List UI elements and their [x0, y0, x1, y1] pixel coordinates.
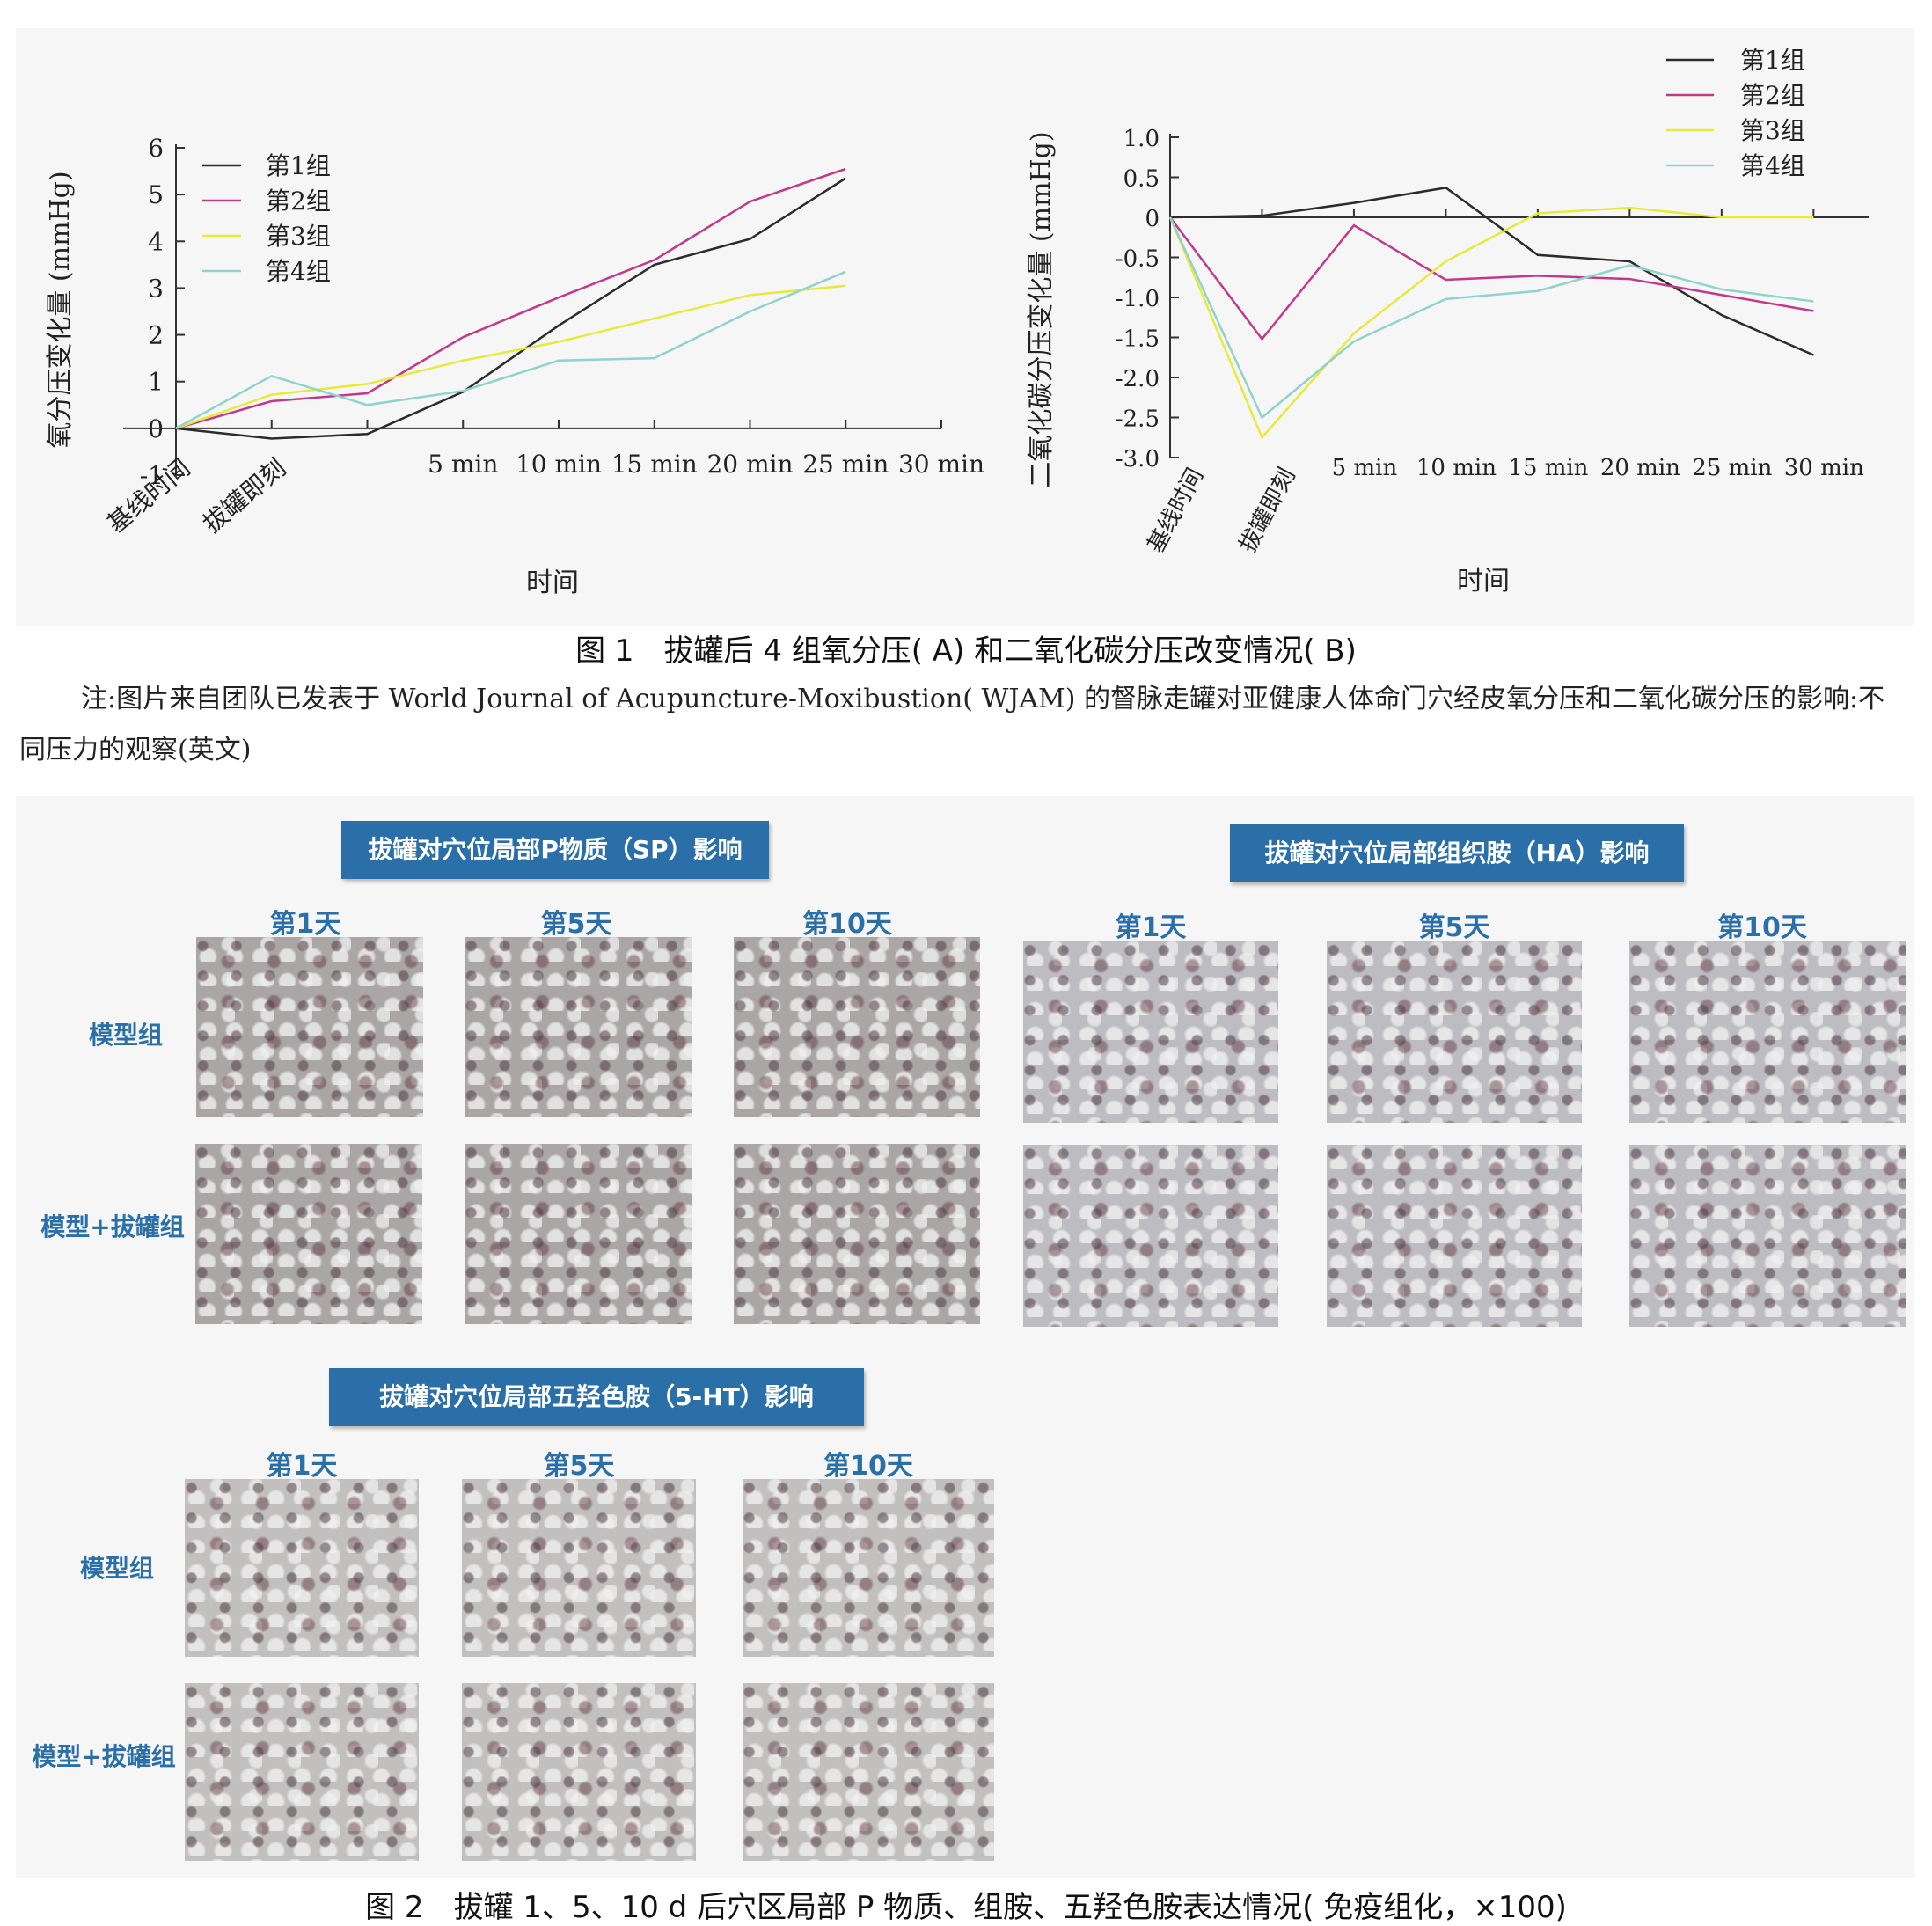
- chart-a-ytick-label: 3: [148, 274, 164, 303]
- chart-a-ytick-label: -1: [140, 461, 164, 490]
- chart-a-ytick-label: 4: [148, 227, 164, 256]
- ht-col-day1: 第1天: [266, 1451, 338, 1482]
- chart-b-xlabel: 时间: [1457, 566, 1510, 597]
- sp-row-model: 模型组: [88, 1021, 163, 1050]
- sp-cupping-day10-image: [734, 1144, 980, 1324]
- chart-b-ytick-label: -1.5: [1116, 326, 1160, 353]
- chart-b-series-3-line: [1168, 206, 1814, 440]
- ha-cupping-day1-image: [1023, 1145, 1278, 1327]
- chart-b-xtick-label: 20 min: [1600, 455, 1680, 481]
- chart-a-xlabel: 时间: [526, 568, 579, 598]
- ht-model-day5-image: [462, 1479, 696, 1657]
- ht-cupping-day5-image: [462, 1683, 696, 1861]
- chart-b-ytick-label: -2.0: [1116, 366, 1160, 392]
- chart-a-ylabel: 氧分压变化量 (mmHg): [45, 171, 76, 448]
- chart-a-xtick-label: 15 min: [611, 450, 698, 479]
- chart-a-legend-label-1: 第1组: [266, 151, 331, 180]
- chart-a-legend-label-3: 第3组: [266, 222, 331, 251]
- chart-a-ytick-label: 6: [148, 134, 164, 163]
- chart-b-ytick-label: 1.0: [1123, 126, 1160, 152]
- ha-col-day10: 第10天: [1717, 912, 1807, 943]
- chart-a-xtick-label: 30 min: [898, 450, 984, 479]
- ha-cupping-day5-image: [1327, 1145, 1582, 1327]
- chart-a-series-1-line: [175, 177, 846, 440]
- sp-model-day10-image: [734, 937, 980, 1117]
- ha-col-day1: 第1天: [1115, 912, 1187, 943]
- chart-a-xtick-label: 拔罐即刻: [197, 453, 291, 538]
- chart-b-legend-label-1: 第1组: [1740, 46, 1805, 75]
- sp-cupping-day1-image: [195, 1144, 422, 1324]
- chart-b-xtick-label: 15 min: [1508, 455, 1588, 481]
- figure2-caption: 图 2 拔罐 1、5、10 d 后穴区局部 P 物质、组胺、五羟色胺表达情况( …: [365, 1890, 1567, 1925]
- ha-header: 拔罐对穴位局部组织胺（HA）影响: [1230, 824, 1684, 882]
- ht-cupping-day1-image: [185, 1683, 419, 1861]
- chart-b-ytick-label: -0.5: [1116, 246, 1160, 273]
- sp-col-day1: 第1天: [269, 909, 341, 940]
- figure2-panel: 拔罐对穴位局部P物质（SP）影响 第1天 第5天 第10天 模型组 模型+拔罐组…: [16, 796, 1914, 1878]
- chart-a-series-2-line: [175, 167, 846, 430]
- chart-a-series-4-line: [175, 270, 846, 429]
- chart-b-xtick-label: 基线时间: [1143, 464, 1209, 557]
- sp-col-day5: 第5天: [540, 909, 612, 940]
- chart-b-series-2-line: [1169, 216, 1814, 341]
- sp-col-day10: 第10天: [802, 909, 892, 940]
- sp-header: 拔罐对穴位局部P物质（SP）影响: [341, 821, 769, 879]
- ha-cupping-day10-image: [1629, 1145, 1906, 1327]
- ht-cupping-day10-image: [743, 1683, 994, 1861]
- ht-col-day10: 第10天: [823, 1451, 913, 1482]
- ha-col-day5: 第5天: [1418, 912, 1490, 943]
- chart-b-xtick-label: 30 min: [1784, 455, 1864, 481]
- chart-b-series-1-line: [1169, 187, 1814, 356]
- chart-b-ytick-label: -3.0: [1116, 446, 1160, 472]
- chart-b-ytick-label: -2.5: [1116, 406, 1160, 433]
- chart-a-legend-label-4: 第4组: [266, 257, 331, 286]
- sp-row-model-cupping: 模型+拔罐组: [40, 1212, 185, 1241]
- chart-b-carbon-dioxide: -3.0 -2.5 -2.0 -1.5 -1.0 -0.5 0 0.5 1.0 基线时间 拔罐即刻 5…: [1026, 46, 1869, 597]
- ht-row-model: 模型组: [79, 1554, 154, 1583]
- sp-model-day1-image: [196, 937, 423, 1117]
- ht-col-day5: 第5天: [543, 1451, 615, 1482]
- chart-b-legend-label-3: 第3组: [1740, 116, 1805, 145]
- chart-a-ytick-label: 5: [148, 180, 164, 209]
- chart-a-ytick-label: 1: [148, 368, 164, 397]
- chart-b-ytick-label: 0.5: [1123, 166, 1160, 193]
- chart-a-legend-label-2: 第2组: [266, 187, 331, 216]
- ht-model-day1-image: [185, 1479, 419, 1657]
- chart-b-xtick-label: 25 min: [1692, 455, 1772, 481]
- sp-cupping-day5-image: [465, 1144, 692, 1324]
- chart-a-xtick-label: 5 min: [428, 450, 498, 479]
- chart-b-xtick-label: 10 min: [1416, 455, 1497, 481]
- ha-model-day5-image: [1327, 941, 1582, 1123]
- figure1-caption: 图 1 拔罐后 4 组氧分压( A) 和二氧化碳分压改变情况( B): [575, 633, 1357, 669]
- ha-model-day10-image: [1629, 941, 1906, 1123]
- chart-b-ytick-label: -1.0: [1116, 286, 1160, 312]
- ha-model-day1-image: [1023, 941, 1278, 1123]
- chart-b-legend-label-4: 第4组: [1740, 151, 1805, 180]
- chart-b-ylabel: 二氧化碳分压变化量 (mmHg): [1026, 131, 1057, 487]
- chart-b-xtick-label: 拔罐即刻: [1234, 464, 1300, 557]
- ht-header: 拔罐对穴位局部五羟色胺（5-HT）影响: [329, 1368, 864, 1426]
- chart-a-xtick-label: 20 min: [706, 450, 793, 479]
- figure1-note: 注:图片来自团队已发表于 World Journal of Acupunctur…: [19, 684, 1885, 765]
- chart-a-xtick-label: 25 min: [802, 450, 889, 479]
- chart-b-xtick-label: 5 min: [1332, 455, 1398, 481]
- chart-a-ytick-label: 2: [148, 321, 164, 350]
- figure1-panel: -1 0 1 2 3 4 5 6 基线时间 拔罐即刻 5 min 10 min 15 min 20 min…: [16, 28, 1914, 626]
- chart-b-ytick-label: 0: [1145, 206, 1160, 232]
- ht-row-model-cupping: 模型+拔罐组: [32, 1742, 176, 1771]
- chart-b-legend-label-2: 第2组: [1740, 81, 1805, 110]
- chart-a-ytick-label: 0: [148, 414, 164, 443]
- chart-a-xtick-label: 10 min: [516, 450, 602, 479]
- chart-b-series-4-line: [1168, 216, 1814, 420]
- chart-a-series-3-line: [175, 284, 846, 430]
- ht-model-day10-image: [743, 1479, 994, 1657]
- sp-model-day5-image: [465, 937, 692, 1117]
